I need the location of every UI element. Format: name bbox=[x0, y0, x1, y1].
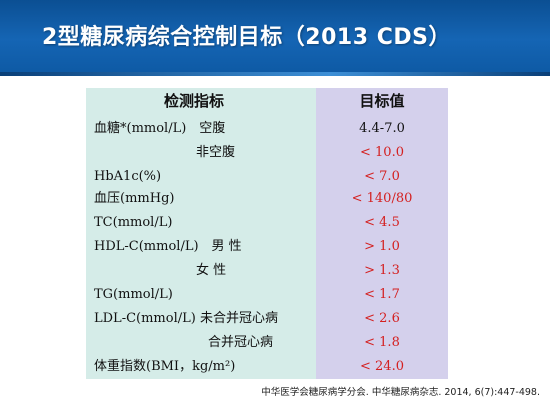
table-row: TC(mmol/L) < 4.5 bbox=[86, 212, 448, 234]
target-cell: < 2.6 bbox=[364, 311, 400, 326]
table-header-row: 检测指标 目标值 bbox=[86, 90, 448, 112]
table-row: 血糖*(mmol/L) 空腹 4.4-7.0 bbox=[86, 118, 448, 140]
table-row: TG(mmol/L) < 1.7 bbox=[86, 284, 448, 306]
table-row: 血压(mmHg) < 140/80 bbox=[86, 188, 448, 210]
target-cell: > 1.3 bbox=[364, 263, 400, 278]
indicator-header: 检测指标 bbox=[164, 92, 225, 110]
table-row: 女 性 > 1.3 bbox=[86, 260, 448, 282]
title-banner: 2型糖尿病综合控制目标（2013 CDS） bbox=[0, 0, 550, 72]
indicator-cell: 非空腹 bbox=[196, 145, 236, 160]
indicator-cell: 血压(mmHg) bbox=[94, 191, 175, 206]
target-cell: > 1.0 bbox=[364, 239, 400, 254]
table-row: 非空腹 < 10.0 bbox=[86, 142, 448, 164]
target-cell: 4.4-7.0 bbox=[359, 121, 405, 136]
citation-footnote: 中华医学会糖尿病学分会. 中华糖尿病杂志. 2014, 6(7):447-498… bbox=[261, 387, 540, 398]
table-row: 合并冠心病 < 1.8 bbox=[86, 332, 448, 354]
indicator-column bbox=[86, 88, 316, 379]
target-cell: < 1.7 bbox=[364, 287, 400, 302]
table-row: LDL-C(mmol/L) 未合并冠心病 < 2.6 bbox=[86, 308, 448, 330]
target-header: 目标值 bbox=[359, 92, 405, 110]
table-row: HDL-C(mmol/L) 男 性 > 1.0 bbox=[86, 236, 448, 258]
target-cell: < 140/80 bbox=[351, 191, 413, 206]
indicator-cell: TG(mmol/L) bbox=[94, 287, 173, 302]
indicator-cell: HDL-C(mmol/L) 男 性 bbox=[94, 239, 242, 254]
target-cell: < 24.0 bbox=[360, 359, 404, 374]
target-column bbox=[316, 88, 448, 379]
target-cell: < 7.0 bbox=[364, 169, 400, 184]
table-row: HbA1c(%) < 7.0 bbox=[86, 166, 448, 188]
target-cell: < 1.8 bbox=[364, 335, 400, 350]
page-title: 2型糖尿病综合控制目标（2013 CDS） bbox=[42, 25, 451, 50]
indicator-cell: 体重指数(BMI，kg/m²) bbox=[94, 359, 236, 374]
banner-divider bbox=[0, 72, 550, 76]
target-cell: < 10.0 bbox=[360, 145, 404, 160]
table-row: 体重指数(BMI，kg/m²) < 24.0 bbox=[86, 356, 448, 378]
indicator-cell: LDL-C(mmol/L) 未合并冠心病 bbox=[94, 311, 278, 326]
target-cell: < 4.5 bbox=[364, 215, 400, 230]
indicator-cell: 合并冠心病 bbox=[208, 335, 274, 350]
indicator-cell: HbA1c(%) bbox=[94, 169, 162, 184]
targets-table: 检测指标 目标值 血糖*(mmol/L) 空腹 4.4-7.0 非空腹 < 10.0 H… bbox=[86, 88, 448, 379]
indicator-cell: 血糖*(mmol/L) 空腹 bbox=[94, 121, 226, 136]
indicator-cell: TC(mmol/L) bbox=[94, 215, 173, 230]
indicator-cell: 女 性 bbox=[196, 263, 227, 278]
